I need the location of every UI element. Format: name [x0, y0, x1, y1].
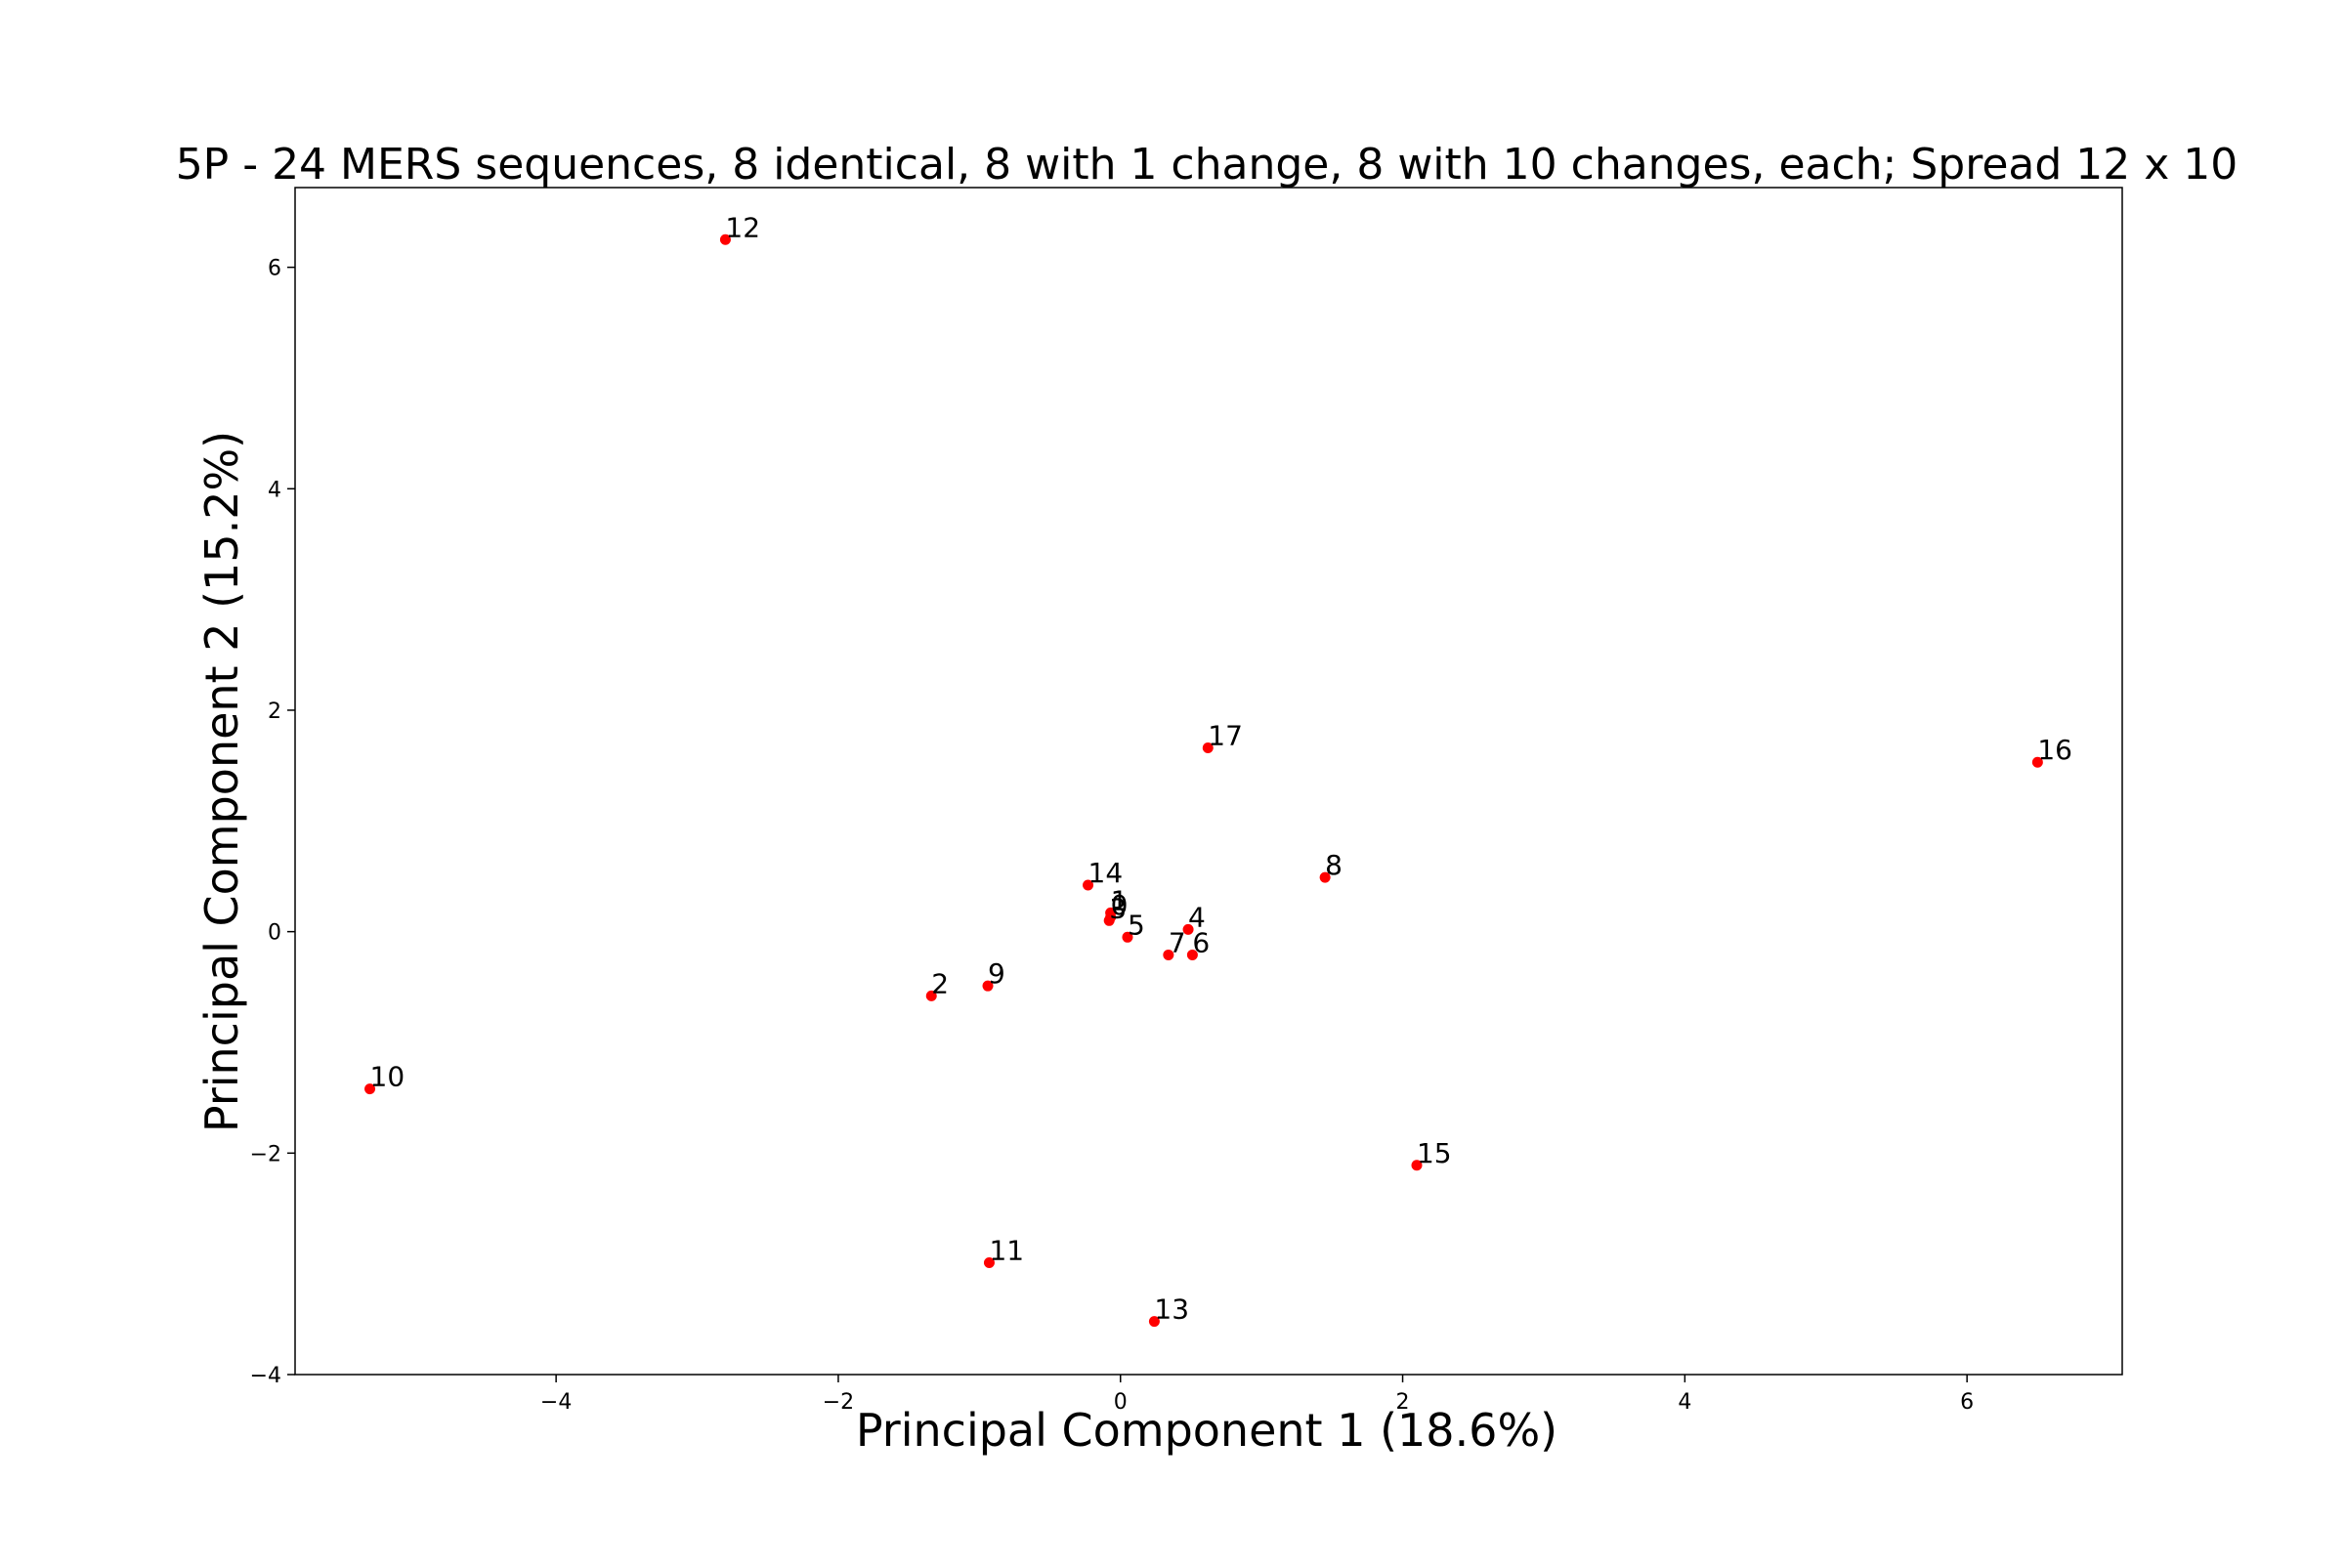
plot-frame	[294, 187, 2123, 1376]
y-tick-label: 6	[268, 257, 281, 281]
chart-title: 5P - 24 MERS sequences, 8 identical, 8 w…	[176, 140, 2238, 190]
data-point-label: 4	[1188, 901, 1206, 933]
data-point-label: 17	[1208, 719, 1243, 751]
data-point-label: 7	[1169, 926, 1186, 958]
data-point	[364, 1083, 376, 1095]
data-point-label: 15	[1417, 1137, 1452, 1169]
data-point	[1186, 949, 1198, 960]
data-point-label: 16	[2037, 734, 2072, 766]
data-point-label: 6	[1192, 926, 1210, 958]
y-tick-label: −4	[250, 1364, 281, 1388]
data-point	[983, 1257, 995, 1269]
data-point	[1163, 949, 1174, 960]
x-tick-label: 6	[1960, 1390, 1974, 1415]
data-point	[1319, 871, 1331, 883]
data-point-label: 0	[1111, 889, 1129, 921]
x-tick-label: 4	[1678, 1390, 1691, 1415]
y-tick-label: 4	[268, 478, 281, 502]
y-axis-label: Principal Component 2 (15.2%)	[195, 431, 248, 1132]
data-point-label: 1	[1111, 884, 1129, 916]
data-point	[925, 990, 937, 1001]
data-point-label: 8	[1325, 849, 1343, 881]
data-point	[1122, 931, 1133, 943]
x-tick-label: 2	[1396, 1390, 1410, 1415]
data-point	[2031, 756, 2043, 768]
x-tick-label: −2	[823, 1390, 854, 1415]
data-point-label: 5	[1128, 909, 1145, 941]
data-point	[1411, 1160, 1423, 1171]
data-point	[982, 980, 994, 992]
x-tick-label: −4	[540, 1390, 572, 1415]
x-axis-label: Principal Component 1 (18.6%)	[856, 1404, 1557, 1457]
data-point	[1182, 923, 1194, 935]
data-point	[1083, 879, 1094, 891]
y-tick-label: 0	[268, 921, 281, 946]
data-point	[1202, 742, 1214, 753]
data-point	[1148, 1316, 1160, 1328]
x-tick-label: 0	[1114, 1390, 1128, 1415]
data-point-label: 9	[988, 957, 1005, 990]
data-point	[1103, 914, 1115, 926]
data-point-label: 14	[1088, 857, 1124, 889]
data-point-label: 11	[989, 1235, 1024, 1267]
data-point-label: 12	[725, 211, 760, 243]
data-point-label: 3	[1109, 892, 1127, 924]
data-point-label: 13	[1154, 1293, 1189, 1326]
data-point	[719, 233, 731, 245]
y-tick-label: −2	[250, 1142, 281, 1166]
data-point-label: 10	[370, 1061, 405, 1093]
y-tick-label: 2	[268, 699, 281, 724]
data-point-label: 2	[931, 967, 949, 999]
